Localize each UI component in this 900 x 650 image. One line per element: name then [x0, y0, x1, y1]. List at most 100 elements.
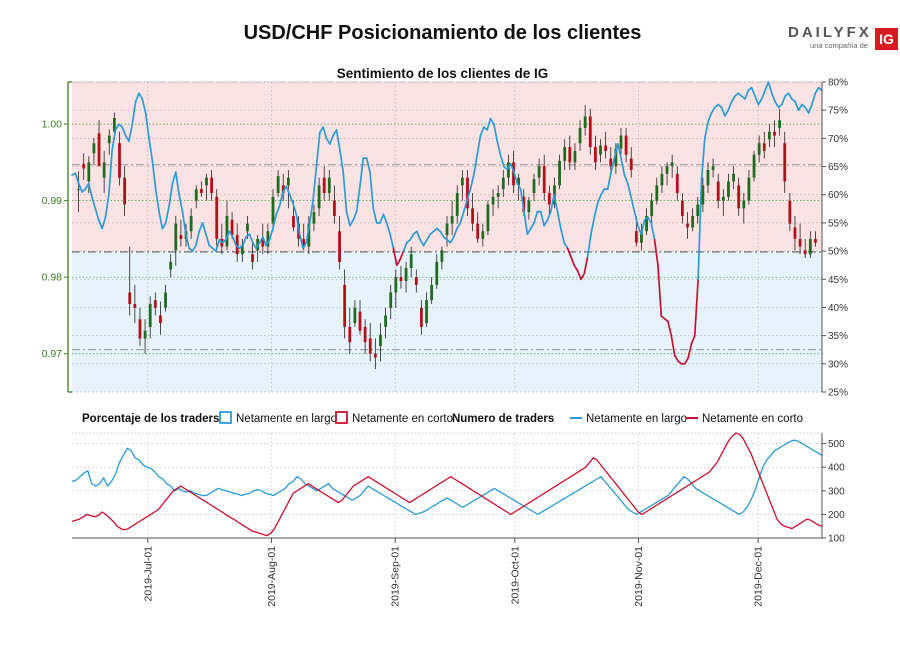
sentiment-segment-75 — [322, 126, 328, 140]
sentiment-segment-216 — [794, 100, 800, 112]
sentiment-segment-20 — [138, 92, 144, 100]
sentiment-segment-119 — [469, 174, 475, 190]
candle-body-8 — [118, 143, 121, 178]
candle-body-69 — [430, 284, 434, 301]
sentiment-segment-124 — [486, 117, 492, 131]
candle-body-4 — [97, 133, 101, 167]
sentiment-segment-175 — [657, 264, 663, 317]
sentiment-segment-96 — [392, 247, 398, 267]
left-tick-label-3: 1.00 — [42, 119, 63, 131]
sentiment-segment-82 — [345, 210, 351, 227]
sentiment-segment-54 — [251, 241, 258, 250]
candle-body-98 — [578, 127, 582, 144]
candle-body-142 — [803, 250, 807, 255]
sentiment-segment-126 — [493, 123, 499, 143]
sentiment-segment-110 — [439, 230, 445, 238]
sentiment-segment-80 — [339, 148, 345, 174]
candle-body-32 — [240, 245, 244, 255]
sentiment-segment-135 — [523, 210, 529, 236]
candle-body-78 — [476, 223, 480, 239]
sentiment-segment-212 — [780, 95, 787, 106]
sentiment-segment-40 — [205, 233, 211, 247]
candle-body-45 — [307, 223, 311, 247]
candle-body-128 — [732, 173, 735, 182]
candle-body-6 — [107, 135, 111, 144]
sentiment-segment-2 — [77, 182, 83, 193]
candle-body-73 — [450, 215, 454, 224]
sentiment-segment-38 — [198, 222, 204, 233]
sentiment-segment-125 — [489, 117, 495, 126]
sentiment-segment-25 — [154, 188, 160, 213]
candle-body-101 — [594, 147, 597, 163]
candle-body-120 — [691, 215, 695, 228]
sentiment-segment-115 — [456, 222, 462, 230]
sentiment-segment-92 — [379, 213, 385, 224]
candle-body-24 — [199, 189, 203, 193]
candle-body-122 — [701, 185, 705, 205]
candle-body-110 — [640, 231, 643, 243]
sentiment-segment-172 — [647, 216, 653, 224]
candle-body-115 — [665, 166, 669, 174]
candle-body-112 — [650, 200, 654, 216]
sentiment-segment-156 — [593, 202, 599, 219]
sentiment-segment-46 — [225, 230, 231, 241]
sentiment-segment-132 — [513, 171, 519, 185]
candle-body-140 — [793, 227, 797, 239]
candle-body-89 — [532, 179, 536, 193]
candle-body-12 — [138, 319, 142, 339]
candle-body-103 — [604, 145, 608, 151]
candle-body-47 — [317, 185, 321, 209]
candle-body-113 — [655, 185, 659, 201]
sentiment-segment-143 — [549, 193, 555, 213]
legend-pct-heading: Porcentaje de los traders — [82, 413, 219, 425]
sentiment-segment-73 — [315, 131, 321, 168]
logo-badge: IG — [875, 28, 898, 50]
sentiment-segment-169 — [636, 224, 643, 236]
sentiment-segment-161 — [610, 157, 616, 174]
x-axis-labels: 2019-Jul-01 2019-Aug-01 2019-Sep-01 2019-Oc… — [142, 538, 765, 607]
candle-body-52 — [343, 284, 347, 327]
candle-body-81 — [491, 196, 495, 205]
sentiment-segment-160 — [606, 171, 612, 190]
sentiment-segment-137 — [529, 222, 535, 230]
sentiment-segment-61 — [275, 205, 281, 216]
candle-body-33 — [246, 223, 249, 232]
sentiment-segment-22 — [144, 112, 150, 140]
right-tick-label-4: 45% — [828, 275, 848, 286]
right-tick-label-1: 30% — [828, 359, 848, 370]
candle-body-44 — [302, 238, 306, 247]
candle-body-25 — [205, 177, 208, 186]
x-tick-label-0: 2019-Jul-01 — [142, 546, 154, 602]
candle-body-66 — [414, 277, 418, 285]
sentiment-segment-142 — [546, 210, 552, 221]
candle-body-36 — [261, 238, 265, 247]
sentiment-segment-188 — [700, 137, 706, 182]
sentiment-segment-136 — [526, 227, 532, 236]
candle-body-96 — [568, 147, 572, 163]
sentiment-segment-32 — [178, 193, 184, 213]
sentiment-segment-201 — [744, 89, 750, 100]
traders-tick-label-1: 200 — [828, 510, 845, 521]
legend-pct-long-swatch — [219, 411, 232, 424]
sentiment-segment-141 — [543, 219, 549, 227]
traders-axes: 100 200 300 400 500 — [72, 432, 845, 545]
sentiment-segment-153 — [583, 255, 589, 275]
candle-body-39 — [276, 176, 280, 193]
candle-body-56 — [363, 326, 367, 343]
candle-body-22 — [189, 215, 193, 232]
sentiment-segment-118 — [466, 188, 472, 202]
logo-text: DAILYFX — [788, 24, 872, 41]
sentiment-segment-23 — [148, 137, 154, 162]
sentiment-segment-195 — [724, 109, 730, 117]
candle-body-42 — [292, 215, 295, 228]
sentiment-segment-33 — [181, 210, 187, 236]
x-tick-label-1: 2019-Aug-01 — [266, 546, 278, 607]
candle-body-14 — [148, 303, 152, 327]
sentiment-segment-77 — [328, 134, 335, 145]
sentiment-segment-114 — [452, 227, 458, 238]
candle-body-60 — [384, 315, 387, 327]
sentiment-segment-7 — [94, 207, 100, 221]
candle-body-29 — [225, 215, 229, 247]
sentiment-segment-167 — [630, 196, 636, 213]
